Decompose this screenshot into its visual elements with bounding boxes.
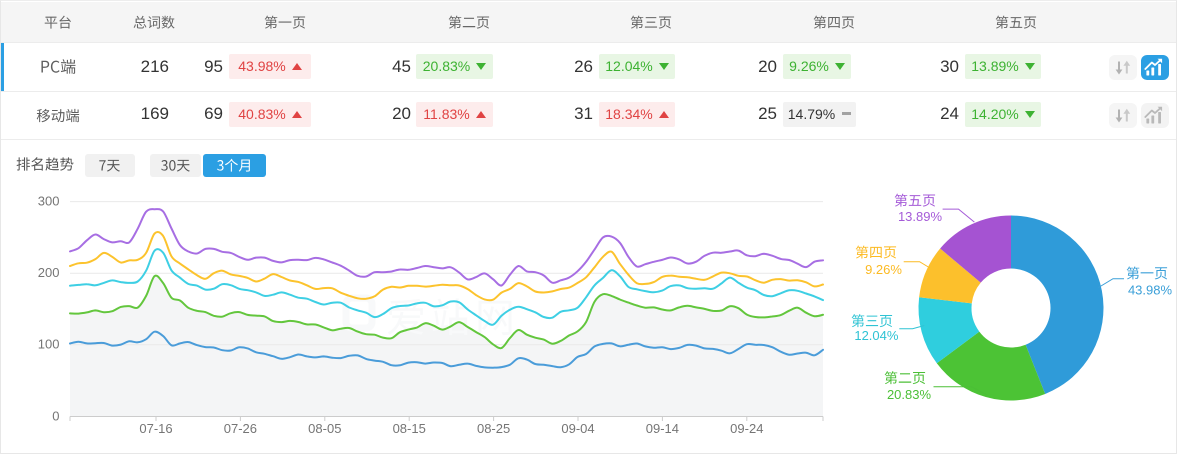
svg-text:09-04: 09-04 xyxy=(561,421,594,436)
svg-text:12.04%: 12.04% xyxy=(854,328,899,343)
svg-text:09-14: 09-14 xyxy=(646,421,679,436)
svg-text:0: 0 xyxy=(52,408,59,423)
svg-text:07-16: 07-16 xyxy=(139,421,172,436)
svg-text:300: 300 xyxy=(38,193,60,208)
svg-text:200: 200 xyxy=(38,265,60,280)
svg-text:43.98%: 43.98% xyxy=(1128,282,1173,297)
svg-text:08-25: 08-25 xyxy=(477,421,510,436)
svg-text:20.83%: 20.83% xyxy=(887,387,932,402)
svg-text:100: 100 xyxy=(38,337,60,352)
svg-text:9.26%: 9.26% xyxy=(865,262,902,277)
svg-text:13.89%: 13.89% xyxy=(898,209,943,224)
svg-text:07-26: 07-26 xyxy=(224,421,257,436)
svg-text:08-15: 08-15 xyxy=(393,421,426,436)
svg-text:08-05: 08-05 xyxy=(308,421,341,436)
svg-text:09-24: 09-24 xyxy=(730,421,763,436)
